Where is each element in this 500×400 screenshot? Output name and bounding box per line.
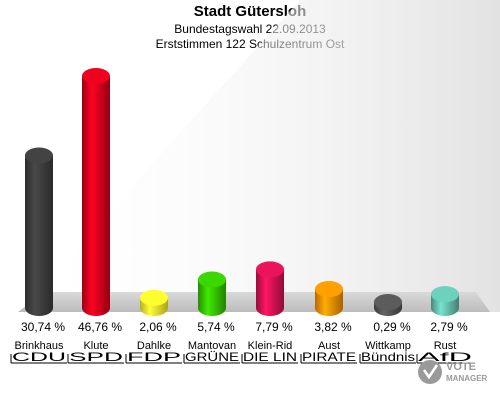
bar-bündnis — [374, 294, 402, 316]
candidate-label-die lin: Klein-Rid — [248, 340, 293, 352]
bar-cdu — [25, 147, 53, 316]
bar-die lin — [256, 261, 284, 316]
chart-backdrop — [18, 0, 500, 312]
chart-title: Stadt Gütersloh — [193, 3, 307, 20]
svg-text:MANAGER: MANAGER — [446, 374, 488, 383]
bar-grüne — [198, 271, 226, 316]
value-label-cdu: 30,74 % — [21, 320, 65, 334]
party-label-pirate: PIRATE — [302, 350, 356, 364]
bar-spd — [82, 68, 110, 316]
candidate-label-fdp: Dahlke — [137, 340, 171, 352]
party-label-grüne: GRÜNE — [185, 350, 239, 364]
value-label-pirate: 3,82 % — [314, 320, 352, 334]
value-label-grüne: 5,74 % — [197, 320, 235, 334]
party-label-bündnis: Bündnis — [361, 350, 415, 364]
value-label-die lin: 7,79 % — [255, 320, 293, 334]
bar-fdp — [140, 289, 168, 316]
svg-text:VOTE: VOTE — [446, 361, 476, 373]
candidate-label-cdu: Brinkhaus — [15, 340, 64, 352]
candidate-label-bündnis: Wittkamp — [365, 340, 411, 352]
value-label-bündnis: 0,29 % — [373, 320, 411, 334]
party-label-cdu: CDU — [12, 350, 66, 364]
candidate-label-pirate: Aust — [318, 340, 340, 352]
party-label-fdp: FDP — [127, 350, 181, 364]
vote-manager-logo: VOTE MANAGER — [418, 360, 488, 384]
candidate-label-afd: Rust — [434, 340, 457, 352]
value-label-spd: 46,76 % — [78, 320, 122, 334]
candidate-label-spd: Klute — [83, 340, 108, 352]
value-label-afd: 2,79 % — [430, 320, 468, 334]
bar-afd — [431, 286, 459, 316]
bar-pirate — [315, 281, 343, 316]
value-label-fdp: 2,06 % — [139, 320, 177, 334]
candidate-label-grüne: Mantovan — [188, 340, 236, 352]
party-label-die lin: DIE LIN — [243, 350, 297, 364]
party-label-spd: SPD — [69, 350, 124, 364]
chart-floor — [18, 292, 490, 312]
